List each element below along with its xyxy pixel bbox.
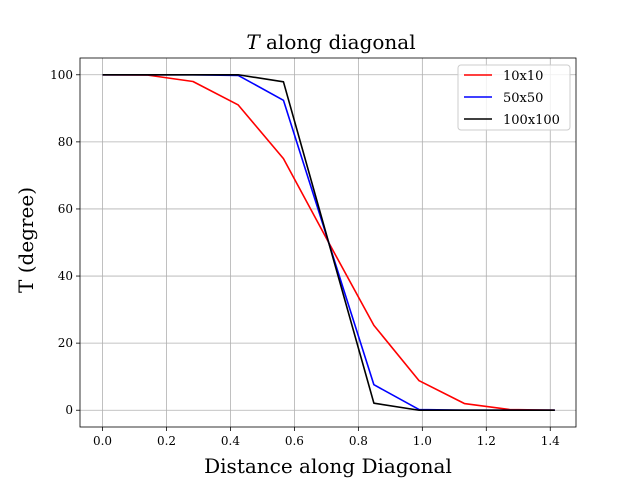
legend-label-100x100: 100x100: [503, 113, 560, 128]
chart-title-rest: along diagonal: [260, 30, 416, 54]
y-axis-label: T (degree): [14, 187, 38, 293]
x-tick-label: 0.4: [221, 434, 240, 448]
chart-title: T along diagonal: [246, 30, 415, 54]
y-tick-label: 100: [50, 68, 73, 82]
y-tick-label: 80: [58, 135, 73, 149]
x-tick-label: 0.6: [285, 434, 304, 448]
x-tick-label: 1.2: [477, 434, 496, 448]
y-tick-label: 40: [58, 269, 73, 283]
x-tick-label: 0.0: [93, 434, 112, 448]
x-tick-label: 0.8: [349, 434, 368, 448]
legend-label-10x10: 10x10: [503, 69, 543, 84]
x-tick-label: 1.4: [541, 434, 560, 448]
chart-title-math: T: [246, 30, 261, 54]
series-line-100x100: [102, 73, 555, 412]
tick-layer: 0.0 0.2 0.4 0.6 0.8 1.0 1.2 1.4 0 20 40 60 80 100: [50, 68, 560, 448]
x-tick-label: 0.2: [157, 434, 176, 448]
x-axis-label: Distance along Diagonal: [204, 454, 452, 478]
y-tick-label: 20: [58, 336, 73, 350]
x-tick-label: 1.0: [413, 434, 432, 448]
series-layer: [102, 73, 555, 412]
legend: 10x10 50x50 100x100: [457, 64, 571, 131]
y-tick-label: 0: [65, 403, 73, 417]
legend-label-50x50: 50x50: [503, 91, 543, 106]
y-tick-label: 60: [58, 202, 73, 216]
plot-frame: [79, 57, 577, 428]
legend-box: [457, 64, 571, 131]
